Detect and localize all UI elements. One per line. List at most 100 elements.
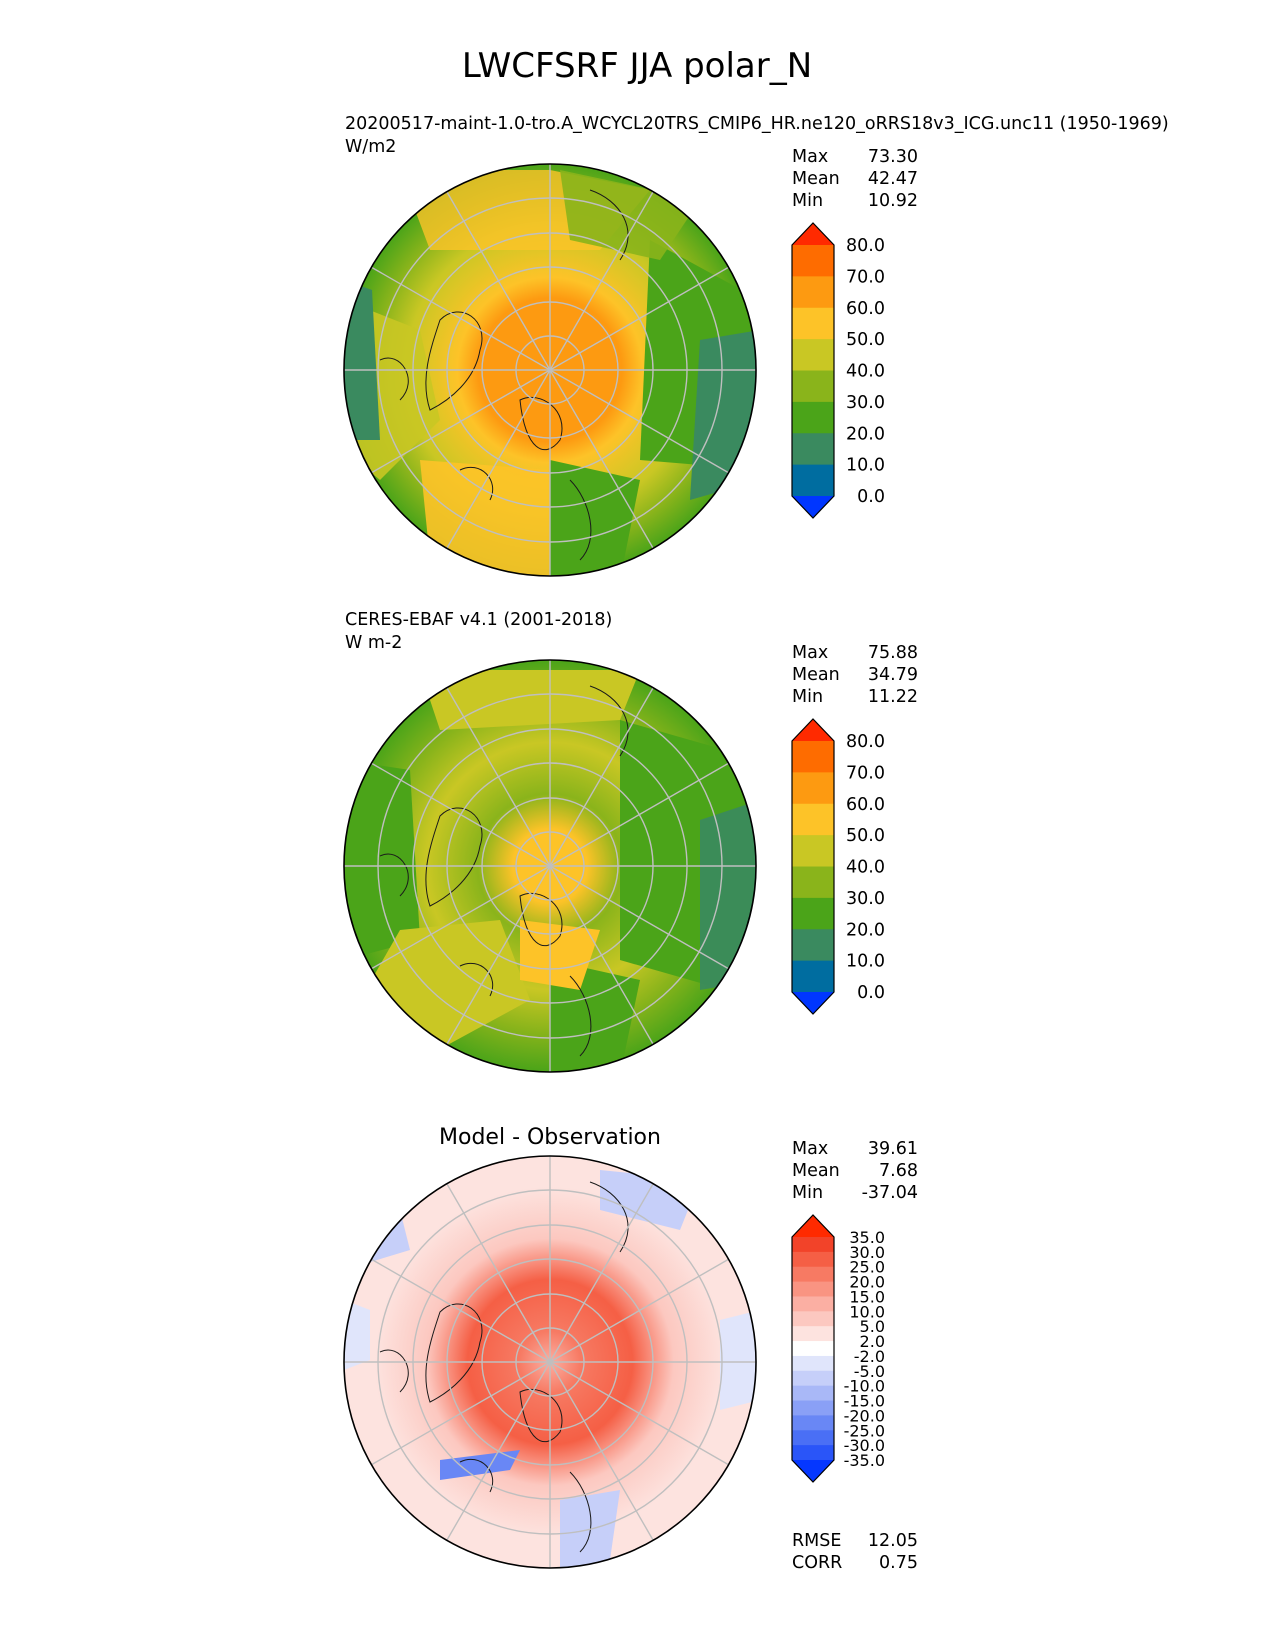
panel-heading: Model - Observation xyxy=(439,1125,661,1150)
stat-label-mean: Mean xyxy=(792,665,840,685)
stat-label-mean: Mean xyxy=(792,169,840,189)
stat-label-max: Max xyxy=(792,147,828,167)
stat-value-rmse: 12.05 xyxy=(868,1531,918,1551)
colorbar-tick-label: 40.0 xyxy=(846,362,885,382)
colorbar-tick-label: 2.0 xyxy=(860,1332,885,1351)
stat-value-max: 73.30 xyxy=(868,147,918,167)
map-region-neutral-east xyxy=(720,1310,756,1410)
colorbar: 0.0 10.0 20.0 30.0 40.0 50.0 60.0 70.0 80.0 xyxy=(791,718,885,1015)
colorbar-tick-label: 30.0 xyxy=(846,393,885,413)
colorbar-segment xyxy=(792,464,834,497)
graticule xyxy=(344,164,756,576)
stat-label-min: Min xyxy=(792,687,823,707)
colorbar-extend-min xyxy=(792,992,834,1014)
colorbar-segment xyxy=(792,433,834,466)
colorbar-tick-label: -25.0 xyxy=(844,1421,885,1440)
colorbar-tick-label: 70.0 xyxy=(846,763,885,783)
colorbar-extend-min xyxy=(792,1460,834,1482)
stat-value-corr: 0.75 xyxy=(879,1553,918,1573)
colorbar-segment xyxy=(792,1251,834,1268)
panel-line1: CERES-EBAF v4.1 (2001-2018) xyxy=(345,610,612,630)
colorbar-segment xyxy=(792,245,834,277)
colorbar-tick-label: -10.0 xyxy=(844,1377,885,1396)
panel-diff: Model - Observation Max 39.61 Mean 7.68 … xyxy=(343,1125,918,1573)
colorbar-tick-label: 10.0 xyxy=(846,456,885,476)
colorbar-segment xyxy=(792,960,834,993)
panel-line2: W/m2 xyxy=(345,137,396,157)
figure-title: LWCFSRF JJA polar_N xyxy=(462,46,812,86)
map-region-north xyxy=(420,670,640,730)
colorbar-tick-label: 30.0 xyxy=(849,1243,885,1262)
colorbar-tick-label: 20.0 xyxy=(846,424,885,444)
colorbar-segment xyxy=(792,1311,834,1327)
colorbar-tick-label: 15.0 xyxy=(849,1287,885,1306)
colorbar-tick-label: -20.0 xyxy=(844,1406,885,1425)
stat-label-max: Max xyxy=(792,1139,828,1159)
colorbar-segment xyxy=(792,929,834,962)
colorbar-segment xyxy=(792,1281,834,1297)
colorbar-tick-label: -5.0 xyxy=(854,1362,885,1381)
colorbar-outline xyxy=(791,222,835,519)
stat-label-mean: Mean xyxy=(792,1161,840,1181)
colorbar-tick-label: 25.0 xyxy=(849,1258,885,1277)
colorbar-tick-label: 10.0 xyxy=(846,952,885,972)
colorbar-tick-label: 5.0 xyxy=(860,1317,885,1336)
stat-label-rmse: RMSE xyxy=(792,1531,841,1551)
map-region-bay xyxy=(520,920,600,990)
colorbar: 0.0 10.0 20.0 30.0 40.0 50.0 60.0 70.0 80.0 xyxy=(791,222,885,519)
map-boundary xyxy=(343,659,757,1073)
colorbar-segment xyxy=(792,1430,834,1446)
colorbar-segment xyxy=(792,276,834,309)
stat-value-mean: 42.47 xyxy=(868,169,918,189)
panel-line1: 20200517-maint-1.0-tro.A_WCYCL20TRS_CMIP… xyxy=(345,114,1169,134)
colorbar: -35.0-30.0-25.0-20.0-15.0-10.0-5.0-2.02.… xyxy=(791,1214,885,1483)
colorbar-segment xyxy=(792,339,834,371)
colorbar-outline xyxy=(791,718,835,1015)
map-boundary xyxy=(343,1155,757,1569)
colorbar-segment xyxy=(792,741,834,773)
colorbar-tick-label: -15.0 xyxy=(844,1392,885,1411)
panel-line2: W m-2 xyxy=(345,633,402,653)
colorbar-tick-label: 20.0 xyxy=(849,1273,885,1292)
colorbar-tick-label: 0.0 xyxy=(857,983,885,1003)
map-region-east-edge xyxy=(690,330,756,500)
coastline xyxy=(379,189,629,561)
colorbar-segment xyxy=(792,1266,834,1283)
colorbar-segment xyxy=(792,307,834,340)
colorbar-segment xyxy=(792,1370,834,1387)
colorbar-extend-max xyxy=(792,223,834,245)
colorbar-tick-label: 50.0 xyxy=(846,330,885,350)
stat-value-mean: 7.68 xyxy=(879,1161,918,1181)
map-region-west-edge xyxy=(344,280,380,440)
colorbar-segment xyxy=(792,803,834,836)
stat-label-max: Max xyxy=(792,643,828,663)
colorbar-tick-label: 40.0 xyxy=(846,858,885,878)
stat-value-min: 10.92 xyxy=(868,191,918,211)
stat-value-max: 39.61 xyxy=(868,1139,918,1159)
colorbar-segment xyxy=(792,835,834,867)
colorbar-tick-label: 60.0 xyxy=(846,299,885,319)
colorbar-tick-label: 60.0 xyxy=(846,795,885,815)
stat-value-mean: 34.79 xyxy=(868,665,918,685)
coastline xyxy=(379,685,629,1057)
map-region-east-edge xyxy=(700,800,756,990)
panel-test: 20200517-maint-1.0-tro.A_WCYCL20TRS_CMIP… xyxy=(343,114,1169,577)
colorbar-segment xyxy=(792,897,834,930)
colorbar-tick-label: 80.0 xyxy=(846,732,885,752)
colorbar-extend-max xyxy=(792,719,834,741)
map-region-southwest xyxy=(420,460,550,576)
colorbar-tick-label: 70.0 xyxy=(846,267,885,287)
colorbar-segment xyxy=(792,772,834,805)
colorbar-tick-label: 20.0 xyxy=(846,920,885,940)
colorbar-segment xyxy=(792,866,834,899)
stats-block: Max 73.30 Mean 42.47 Min 10.92 xyxy=(792,147,918,211)
colorbar-tick-label: 80.0 xyxy=(846,236,885,256)
graticule xyxy=(344,660,756,1072)
polar-map xyxy=(344,164,756,576)
colorbar-extend-min xyxy=(792,496,834,518)
map-region-neutral-west xyxy=(344,1300,370,1370)
colorbar-segment xyxy=(792,370,834,403)
colorbar-segment xyxy=(792,1326,834,1342)
colorbar-segment xyxy=(792,1385,834,1402)
